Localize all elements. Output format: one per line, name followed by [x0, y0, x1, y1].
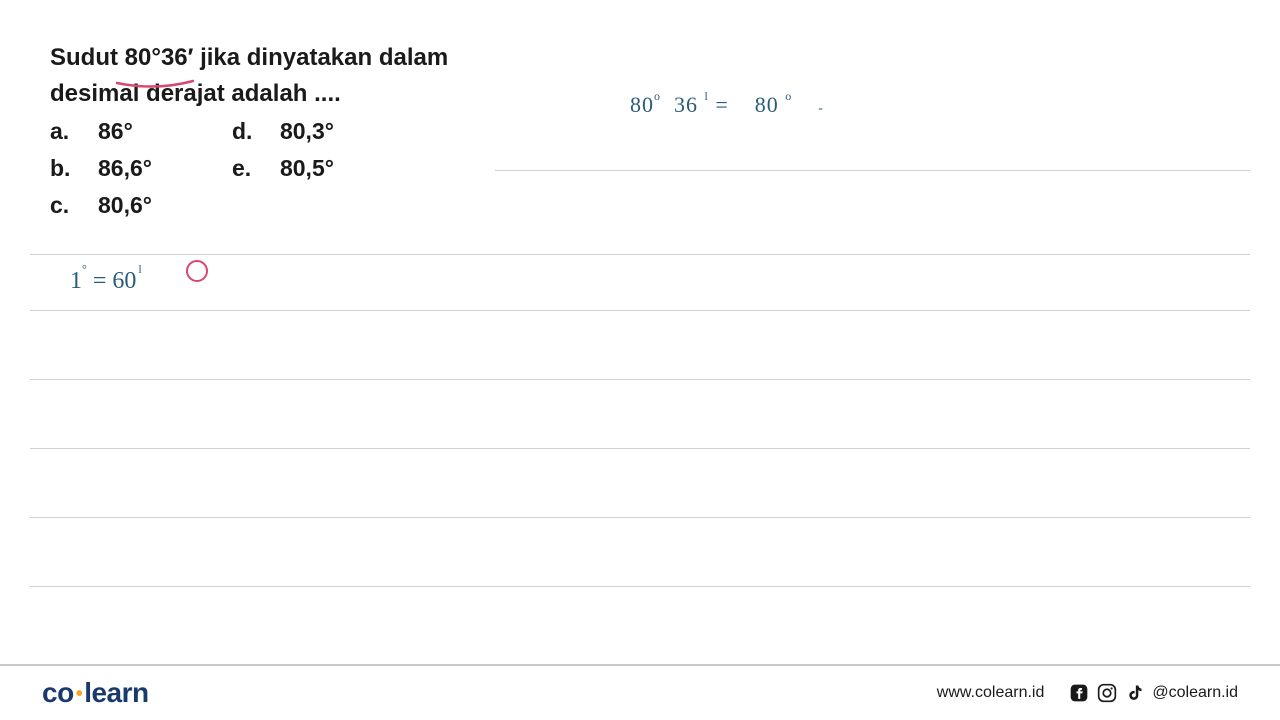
- opt-letter: c.: [50, 192, 74, 219]
- opt-letter: e.: [232, 155, 256, 182]
- opt-value: 86,6°: [98, 155, 152, 182]
- tiktok-icon: [1124, 682, 1146, 704]
- ruled-lines-right: [495, 170, 1250, 239]
- social-block: @colearn.id: [1068, 682, 1238, 704]
- hw-minute: l: [138, 262, 141, 276]
- hw-deg: °: [82, 262, 87, 276]
- instagram-icon: [1096, 682, 1118, 704]
- q-prefix: Sudut: [50, 44, 125, 71]
- hline: [30, 448, 1250, 449]
- option-d: d. 80,3°: [232, 118, 334, 145]
- opt-letter: d.: [232, 118, 256, 145]
- option-b: b. 86,6°: [50, 155, 152, 182]
- footer: co•learn www.colearn.id @colearn.id: [0, 664, 1280, 720]
- handwriting-right: 80o 36 l = 80 o -: [630, 92, 824, 118]
- handwriting-bottom: 1° = 60l: [70, 268, 142, 295]
- opt-value: 86°: [98, 118, 133, 145]
- hline: [30, 310, 1250, 311]
- hw-eq60: = 60: [87, 268, 137, 294]
- red-circle-annotation: [184, 258, 210, 284]
- hline: [495, 170, 1250, 171]
- opt-value: 80,5°: [280, 155, 334, 182]
- logo-co: co: [42, 677, 74, 708]
- footer-handle: @colearn.id: [1152, 684, 1238, 702]
- hline: [30, 379, 1250, 380]
- hline: [30, 517, 1250, 518]
- options-col-2: d. 80,3° e. 80,5°: [232, 118, 334, 219]
- opt-value: 80,6°: [98, 192, 152, 219]
- logo-dot-icon: •: [76, 683, 83, 705]
- q-suffix: jika dinyatakan dalam: [193, 44, 448, 71]
- hline: [30, 586, 1250, 587]
- footer-right: www.colearn.id @colearn.id: [937, 682, 1238, 704]
- question-line1: Sudut 80°36′ jika dinyatakan dalam: [50, 40, 1230, 76]
- ruled-lines-full: [30, 310, 1250, 655]
- hline-under-question: [30, 254, 1250, 255]
- facebook-icon: [1068, 682, 1090, 704]
- option-c: c. 80,6°: [50, 192, 152, 219]
- logo: co•learn: [42, 677, 149, 709]
- options-col-1: a. 86° b. 86,6° c. 80,6°: [50, 118, 152, 219]
- red-underline: [116, 68, 194, 82]
- option-a: a. 86°: [50, 118, 152, 145]
- opt-value: 80,3°: [280, 118, 334, 145]
- logo-learn: learn: [84, 677, 148, 708]
- opt-letter: b.: [50, 155, 74, 182]
- q-value: 80°36′: [125, 44, 194, 71]
- opt-letter: a.: [50, 118, 74, 145]
- hw-one: 1: [70, 268, 82, 294]
- option-e: e. 80,5°: [232, 155, 334, 182]
- footer-url: www.colearn.id: [937, 684, 1045, 702]
